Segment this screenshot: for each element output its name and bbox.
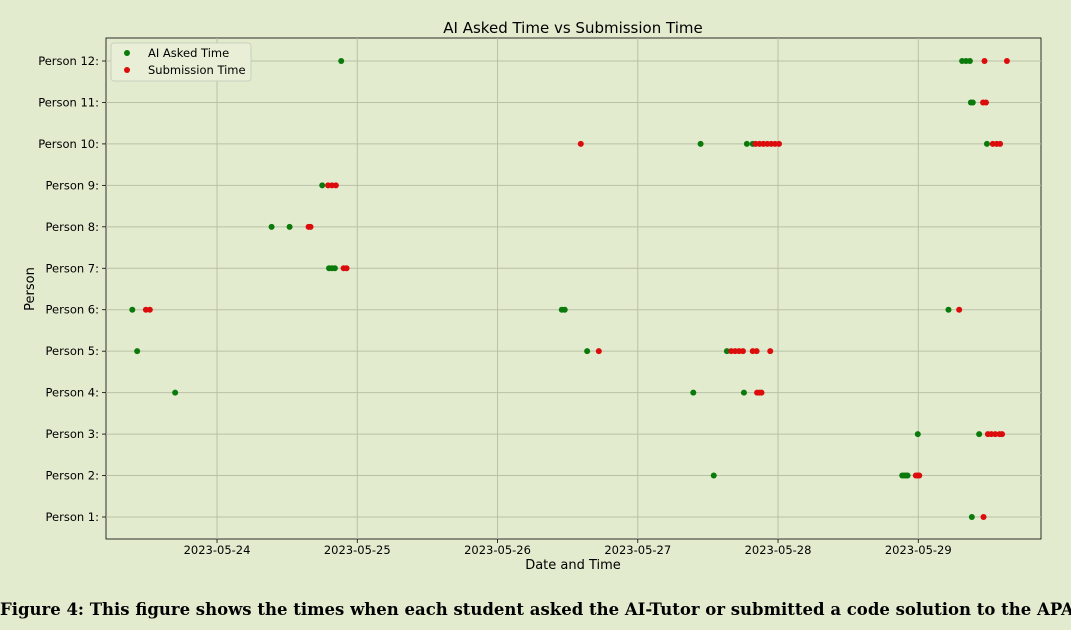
- x-tick-label: 2023-05-28: [745, 543, 812, 557]
- legend-box: [110, 42, 252, 82]
- ai-asked-point: [286, 223, 293, 230]
- x-tick-label: 2023-05-24: [184, 543, 251, 557]
- y-tick-label: Person 2:: [46, 469, 100, 483]
- ai-asked-point: [966, 58, 973, 64]
- submission-point: [595, 348, 602, 355]
- submission-point: [916, 472, 923, 479]
- ai-asked-point: [268, 223, 275, 230]
- submission-point: [307, 223, 314, 230]
- submission-point: [997, 140, 1004, 147]
- submission-point: [753, 348, 760, 355]
- ai-asked-point: [697, 140, 704, 147]
- ai-asked-point: [983, 140, 990, 147]
- submission-point: [956, 306, 963, 313]
- legend-label-ai-asked: AI Asked Time: [148, 46, 229, 60]
- y-tick-label: Person 9:: [46, 178, 100, 192]
- y-tick-label: Person 8:: [46, 220, 100, 234]
- chart-title: AI Asked Time vs Submission Time: [443, 19, 702, 37]
- y-tick-label: Person 4:: [46, 386, 100, 400]
- ai-asked-point: [338, 58, 345, 64]
- ai-asked-point: [976, 431, 983, 438]
- legend: AI Asked Time Submission Time: [110, 42, 252, 82]
- legend-marker-submission: [124, 67, 130, 73]
- submission-point: [739, 348, 746, 355]
- y-tick-label: Person 6:: [46, 303, 100, 317]
- ai-asked-point: [319, 182, 326, 189]
- ai-asked-point: [945, 306, 952, 313]
- ai-asked-point: [172, 389, 179, 396]
- submission-point: [767, 348, 774, 355]
- x-tick-label: 2023-05-27: [604, 543, 671, 557]
- y-tick-label: Person 5:: [46, 344, 100, 358]
- legend-label-submission: Submission Time: [148, 63, 246, 77]
- y-tick-label: Person 1:: [46, 510, 100, 524]
- y-tick-label: Person 12:: [38, 54, 99, 68]
- legend-marker-ai-asked: [124, 50, 130, 56]
- x-tick-label: 2023-05-26: [464, 543, 531, 557]
- submission-point: [343, 265, 350, 272]
- ai-asked-point: [129, 306, 136, 313]
- submission-point: [982, 99, 989, 106]
- ai-asked-point: [969, 99, 976, 106]
- submission-point: [999, 431, 1006, 438]
- y-tick-label: Person 3:: [46, 427, 100, 441]
- submission-point: [577, 140, 584, 147]
- grid-lines: [106, 38, 1041, 539]
- x-axis-label: Date and Time: [525, 558, 621, 573]
- scatter-chart: AI Asked Time vs Submission Time 2023-05…: [23, 19, 1042, 573]
- y-tick-label: Person 11:: [38, 95, 99, 109]
- ai-asked-point: [904, 472, 911, 479]
- ai-asked-point: [561, 306, 568, 313]
- ai-asked-point: [584, 348, 591, 355]
- submission-point: [1003, 58, 1010, 64]
- ai-asked-point: [914, 431, 921, 438]
- y-tick-label: Person 10:: [38, 137, 99, 151]
- axis-ticks: 2023-05-24 2023-05-25 2023-05-26 2023-05-27…: [38, 54, 952, 557]
- x-tick-label: 2023-05-29: [885, 543, 952, 557]
- submission-point: [758, 389, 765, 396]
- ai-asked-point: [743, 140, 750, 147]
- figure-caption: Figure 4: This figure shows the times wh…: [0, 600, 1071, 619]
- y-tick-label: Person 7:: [46, 261, 100, 275]
- submission-point: [146, 306, 153, 313]
- ai-asked-point: [723, 348, 730, 355]
- submission-point: [981, 58, 988, 64]
- submission-point: [332, 182, 339, 189]
- data-points: [129, 58, 1010, 520]
- submission-point: [992, 431, 999, 438]
- ai-asked-point: [690, 389, 697, 396]
- ai-asked-point: [968, 514, 975, 520]
- ai-asked-point: [331, 265, 338, 272]
- ai-asked-point: [740, 389, 747, 396]
- plot-area: [105, 37, 1042, 540]
- submission-point: [980, 514, 987, 520]
- y-axis-label: Person: [23, 267, 38, 311]
- submission-point: [776, 140, 783, 147]
- ai-asked-point: [134, 348, 141, 355]
- ai-asked-point: [710, 472, 717, 479]
- x-tick-label: 2023-05-25: [324, 543, 391, 557]
